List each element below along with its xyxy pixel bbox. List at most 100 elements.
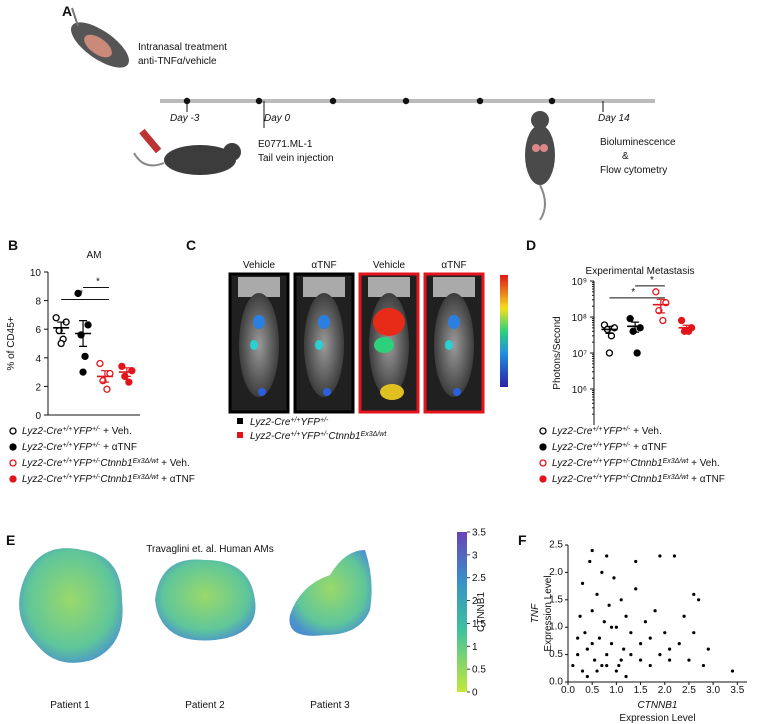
colorbar-tick-label: 0: [472, 688, 478, 699]
data-point: [607, 603, 611, 607]
colorbar-tick-label: 2.5: [472, 573, 486, 584]
text-segment: Ctnnb1: [100, 474, 132, 485]
y-tick-label: 6: [35, 325, 41, 336]
text-segment: Ctnnb1: [630, 458, 662, 469]
data-point: [600, 570, 604, 575]
signal: [250, 340, 258, 350]
legend-text: Lyz2-Cre+/+YFP+/-Ctnnb1Ex3Δ/wt + αTNF: [22, 474, 195, 486]
data-point: [609, 642, 614, 646]
day-label: Day 0: [264, 113, 291, 124]
data-point: [624, 614, 628, 618]
legend-marker: [9, 427, 17, 435]
text-segment: Lyz2-Cre: [22, 442, 63, 453]
data-point: [585, 674, 589, 679]
legend-marker: [539, 459, 547, 467]
text-segment: +/+: [62, 426, 72, 433]
text-segment: + Veh.: [100, 426, 131, 437]
data-point: [590, 548, 594, 553]
y-tick-label: 1.5: [549, 594, 563, 605]
data-point: [612, 576, 616, 580]
image-chamber: [303, 277, 345, 297]
legend-text: Lyz2-Cre+/+YFP+/- + Veh.: [552, 426, 662, 438]
signal: [318, 315, 330, 329]
panel-label: C: [186, 237, 196, 253]
sem-bar: [682, 324, 691, 332]
panel-label: A: [62, 3, 72, 19]
data-point: [576, 636, 580, 640]
data-point: [609, 625, 614, 629]
data-point: [602, 620, 606, 624]
text-segment: +/-: [622, 458, 631, 465]
data-point: [634, 587, 638, 591]
signal: [373, 308, 405, 336]
data-point: [663, 631, 667, 635]
colorbar-tick-label: 2: [472, 596, 478, 607]
data-point: [578, 614, 582, 618]
data-point: [622, 647, 626, 651]
data-point: [626, 314, 634, 323]
data-point: [692, 631, 696, 635]
data-point: [617, 663, 621, 668]
legend-text: Lyz2-Cre+/+YFP+/-Ctnnb1Ex3Δ/wt + Veh.: [552, 458, 720, 470]
y-tick-label: 2.0: [549, 567, 563, 578]
text-segment: +/+: [592, 458, 602, 465]
data-point: [576, 653, 580, 657]
x-axis-label: CTNNB1: [637, 700, 677, 711]
data-point: [658, 653, 662, 657]
significance-label: *: [96, 276, 100, 287]
data-point: [638, 658, 643, 662]
data-point: [580, 669, 585, 673]
data-point: [614, 669, 618, 673]
text-segment: +/+: [62, 442, 72, 449]
data-point: [658, 554, 662, 558]
text-segment: Ctnnb1: [100, 458, 132, 469]
text-segment: +/-: [320, 431, 329, 438]
condition-label: αTNF: [311, 260, 336, 271]
text-segment: +/-: [622, 442, 631, 449]
text-segment: YFP: [301, 431, 321, 442]
text-segment: + αTNF: [630, 442, 667, 453]
readout-text: Bioluminescence: [600, 137, 676, 148]
data-point: [605, 653, 609, 657]
data-point: [652, 288, 660, 296]
text-segment: +/-: [622, 474, 631, 481]
data-point: [614, 625, 618, 629]
data-point: [96, 359, 104, 368]
x-tick-label: 2.0: [658, 685, 672, 696]
data-point: [583, 631, 587, 635]
data-point: [629, 631, 633, 635]
significance-label: *: [631, 287, 635, 298]
signal: [380, 384, 404, 400]
condition-label: Vehicle: [373, 260, 406, 271]
text-segment: Ex3Δ/wt: [133, 474, 160, 481]
sem-bar: [656, 298, 665, 314]
data-point: [84, 321, 92, 329]
sem-bar: [57, 321, 66, 335]
text-segment: +/-: [92, 426, 101, 433]
sem-bar: [100, 370, 109, 383]
image-chamber: [368, 277, 410, 297]
data-point: [648, 663, 652, 668]
text-segment: +/-: [320, 417, 329, 424]
y-axis-label: % of CD45+: [6, 316, 17, 370]
data-point: [697, 598, 701, 602]
data-point: [619, 658, 623, 662]
data-point: [667, 658, 672, 662]
data-point: [585, 647, 589, 651]
y-tick-label: 10⁸: [572, 313, 587, 324]
data-point: [79, 368, 87, 376]
data-point: [600, 663, 604, 668]
text-segment: + αTNF: [158, 474, 195, 485]
legend-text: Lyz2-Cre+/+YFP+/- + αTNF: [552, 442, 667, 454]
data-point: [643, 620, 648, 624]
legend-text: Lyz2-Cre+/+YFP+/- + Veh.: [22, 426, 132, 438]
cloud: [19, 548, 123, 663]
data-point: [597, 636, 602, 640]
text-segment: +/-: [622, 426, 631, 433]
image-chamber: [433, 277, 475, 297]
signal: [448, 315, 460, 329]
text-segment: +/+: [62, 458, 72, 465]
data-point: [57, 339, 65, 348]
text-segment: Lyz2-Cre: [22, 458, 63, 469]
